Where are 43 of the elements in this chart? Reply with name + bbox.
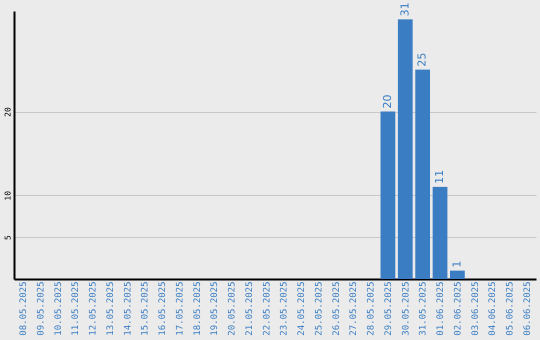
x-tick-label: 10.05.2025 (54, 282, 64, 336)
x-tick-label: 23.05.2025 (280, 282, 290, 336)
x-tick-label: 22.05.2025 (262, 282, 272, 336)
x-tick-label: 26.05.2025 (332, 282, 342, 336)
x-tick-label: 06.06.2025 (522, 282, 533, 336)
x-tick-label: 14.05.2025 (123, 282, 134, 336)
x-tick-label: 30.05.2025 (401, 282, 412, 336)
bar (450, 270, 465, 279)
data-label: 31 (398, 2, 412, 16)
x-tick-label: 12.05.2025 (88, 282, 99, 336)
x-tick-label: 05.06.2025 (506, 282, 516, 336)
y-tick-label: 10 (4, 190, 12, 201)
data-label: 11 (433, 170, 446, 184)
x-tick-label: 15.05.2025 (140, 282, 151, 336)
x-tick-label: 13.05.2025 (106, 282, 116, 336)
y-tick-label: 20 (4, 107, 12, 117)
bar (415, 70, 430, 279)
x-tick-label: 08.05.2025 (19, 282, 30, 336)
x-tick-label: 28.05.2025 (366, 282, 377, 336)
data-label: 1 (450, 260, 464, 268)
x-tick-label: 27.05.2025 (349, 282, 360, 336)
x-tick-label: 29.05.2025 (384, 282, 394, 336)
bar (432, 186, 448, 279)
x-tick-label: 16.05.2025 (158, 282, 168, 336)
x-tick-label: 04.06.2025 (488, 282, 498, 336)
x-tick-label: 31.05.2025 (418, 282, 429, 336)
x-tick-label: 24.05.2025 (297, 282, 308, 336)
x-tick-label: 19.05.2025 (210, 282, 220, 336)
x-tick-label: 03.06.2025 (470, 282, 481, 336)
x-tick-label: 11.05.2025 (71, 282, 82, 336)
x-tick-label: 02.06.2025 (453, 282, 464, 336)
data-label: 25 (416, 52, 429, 67)
x-tick-label: 20.05.2025 (228, 282, 238, 336)
bar (398, 19, 413, 279)
x-tick-label: 21.05.2025 (244, 282, 255, 336)
x-tick-label: 18.05.2025 (192, 282, 203, 336)
x-tick-label: 25.05.2025 (314, 282, 324, 336)
y-tick-label: 5 (4, 235, 12, 240)
x-tick-label: 17.05.2025 (175, 282, 186, 336)
data-label: 20 (380, 94, 394, 108)
x-tick-label: 09.05.2025 (36, 282, 46, 336)
x-tick-label: 01.06.2025 (436, 282, 446, 336)
bar (380, 112, 396, 279)
